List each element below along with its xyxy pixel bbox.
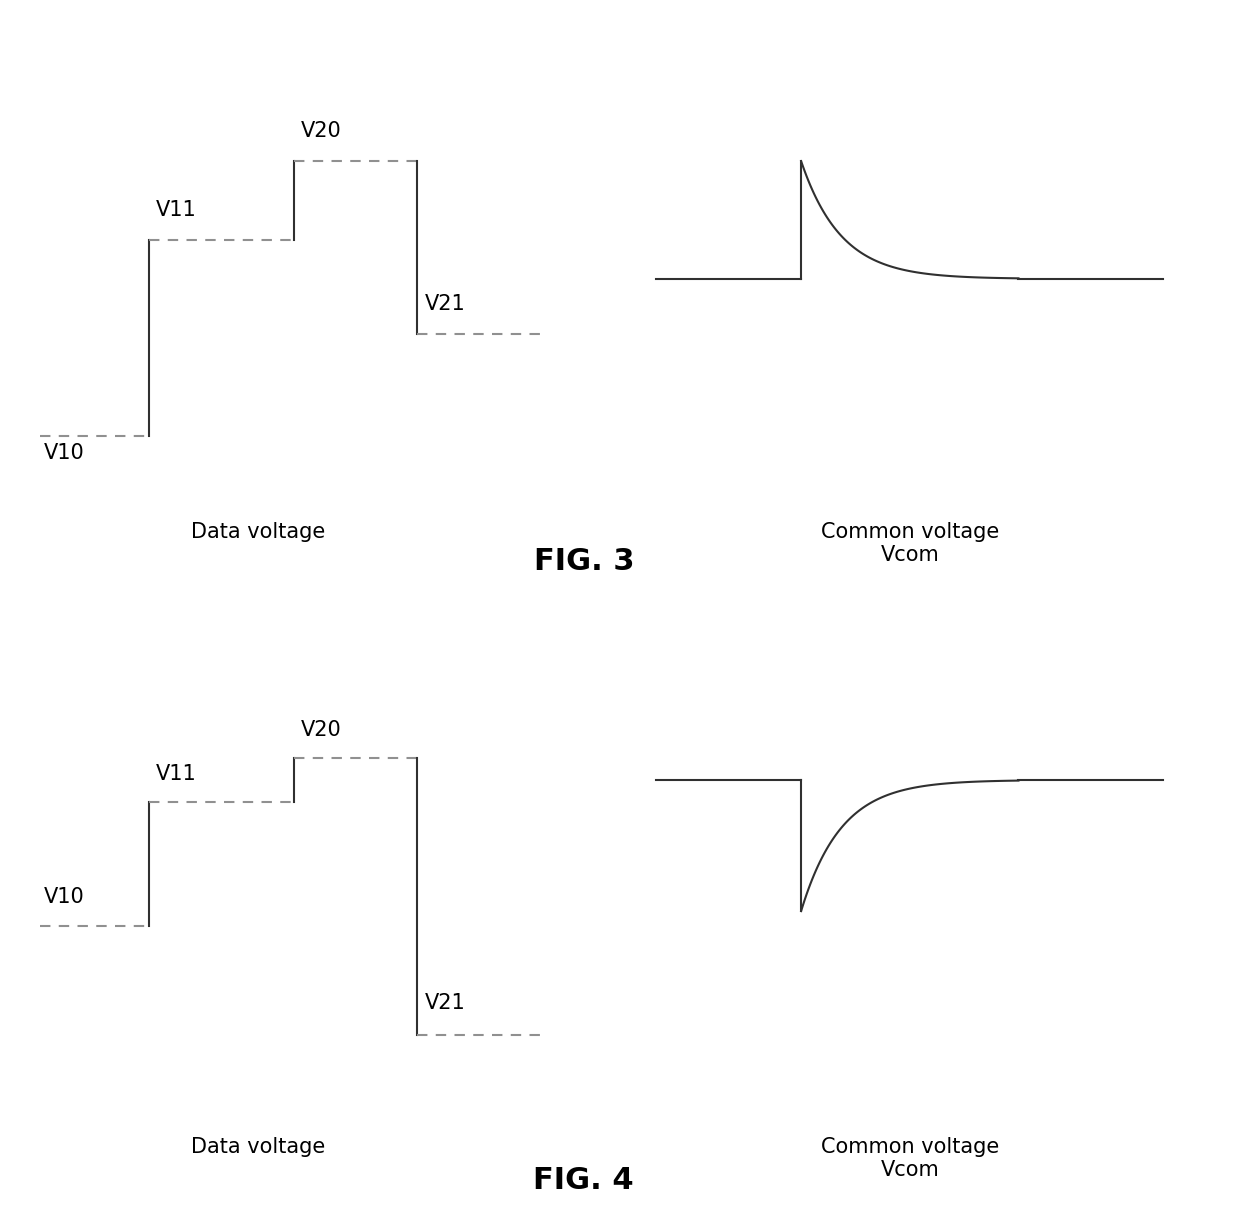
Text: Data voltage: Data voltage [191, 523, 325, 542]
Text: V11: V11 [156, 200, 197, 220]
Text: V21: V21 [424, 993, 465, 1013]
Text: V20: V20 [301, 720, 342, 740]
Text: V10: V10 [43, 443, 84, 463]
Text: Common voltage
Vcom: Common voltage Vcom [821, 1137, 999, 1179]
Text: V11: V11 [156, 763, 197, 784]
Text: V21: V21 [424, 294, 465, 314]
Text: V10: V10 [43, 888, 84, 907]
Text: Data voltage: Data voltage [191, 1137, 325, 1156]
Text: FIG. 3: FIG. 3 [533, 547, 634, 576]
Text: V20: V20 [301, 122, 342, 142]
Text: Common voltage
Vcom: Common voltage Vcom [821, 523, 999, 565]
Text: FIG. 4: FIG. 4 [533, 1166, 634, 1195]
